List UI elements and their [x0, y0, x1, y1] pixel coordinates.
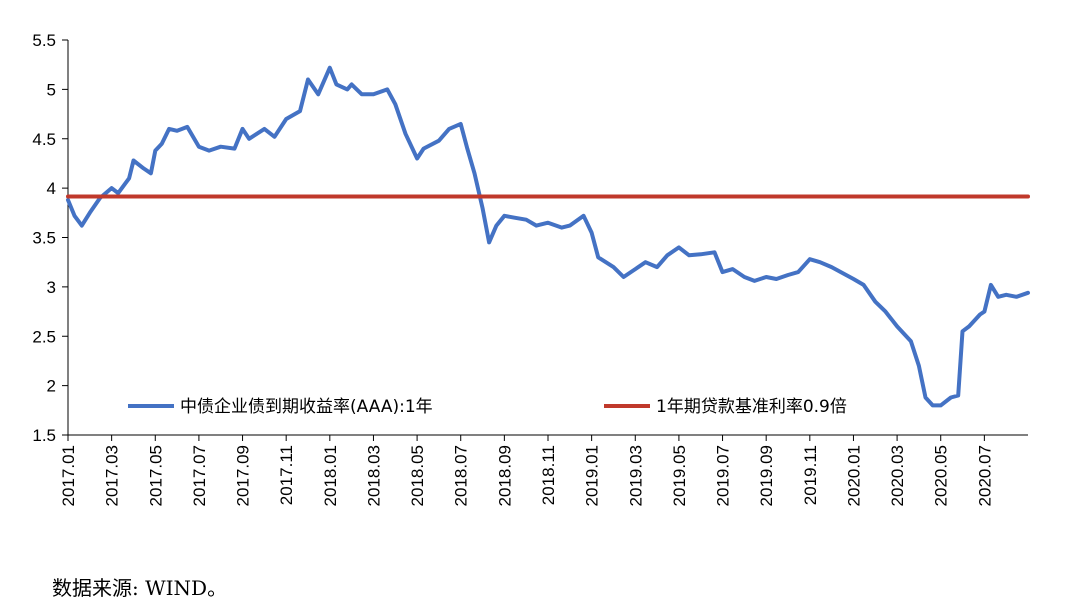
x-tick-label: 2020.03 [888, 445, 907, 506]
x-tick-label: 2017.07 [190, 445, 209, 506]
line-chart: 5.554.543.532.521.5 2017.01 2017.03 2017.0… [32, 31, 1030, 506]
chart-series [66, 65, 1030, 408]
x-tick-label: 2019.07 [714, 445, 733, 506]
series-line-1 [66, 65, 1030, 408]
y-tick-label: 3 [47, 278, 56, 297]
x-tick-label: 2018.11 [539, 445, 558, 505]
y-tick-label: 4 [47, 179, 56, 198]
x-tick-label: 2018.05 [408, 445, 427, 506]
chart-legend: 中债企业债到期收益率(AAA):1年 1年期贷款基准利率0.9倍 [128, 397, 847, 417]
x-tick-label: 2018.09 [495, 445, 514, 506]
chart-axes [67, 40, 1028, 436]
x-tick-label: 2017.11 [277, 445, 296, 505]
y-tick-label: 4.5 [32, 130, 56, 149]
y-tick-label: 5 [47, 80, 56, 99]
x-tick-label: 2017.09 [234, 445, 253, 506]
x-tick-label: 2019.01 [583, 445, 602, 506]
x-tick-label: 2020.07 [975, 445, 994, 506]
x-tick-label: 2018.01 [321, 445, 340, 506]
x-tick-label: 2020.01 [844, 445, 863, 506]
x-tick-label: 2019.09 [757, 445, 776, 506]
source-note: 数据来源: WIND。 [52, 576, 228, 600]
x-tick-label: 2018.03 [364, 445, 383, 506]
y-tick-label: 5.5 [32, 31, 56, 50]
y-axis-ticks: 5.5 5 4.5 4 3.5 3 2.5 2 1.5 [32, 31, 68, 445]
legend-label-2: 1年期贷款基准利率0.9倍 [656, 397, 847, 417]
x-axis-ticks: 2017.01 2017.03 2017.05 2017.07 2017.09 2017.… [59, 435, 994, 506]
x-tick-label: 2019.11 [801, 445, 820, 505]
x-tick-label: 2017.05 [146, 445, 165, 506]
x-tick-label: 2017.01 [59, 445, 78, 506]
x-tick-label: 2018.07 [452, 445, 471, 506]
x-tick-label: 2017.03 [103, 445, 122, 506]
y-tick-label: 3.5 [32, 229, 56, 248]
y-tick-label: 2.5 [32, 327, 56, 346]
x-tick-label: 2019.05 [670, 445, 689, 506]
x-tick-label: 2020.05 [932, 445, 951, 506]
y-tick-label: 2 [47, 377, 56, 396]
x-tick-label: 2019.03 [626, 445, 645, 506]
y-tick-label: 1.5 [32, 426, 56, 445]
legend-label-1: 中债企业债到期收益率(AAA):1年 [180, 397, 433, 417]
